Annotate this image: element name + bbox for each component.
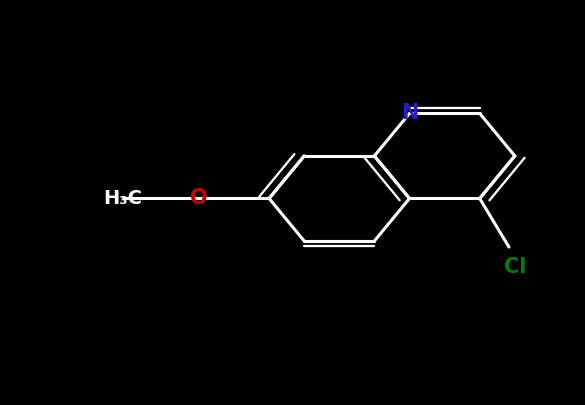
Text: N: N xyxy=(401,103,418,124)
Text: O: O xyxy=(190,188,208,209)
Text: Cl: Cl xyxy=(504,257,526,277)
Text: H₃C: H₃C xyxy=(104,189,142,208)
